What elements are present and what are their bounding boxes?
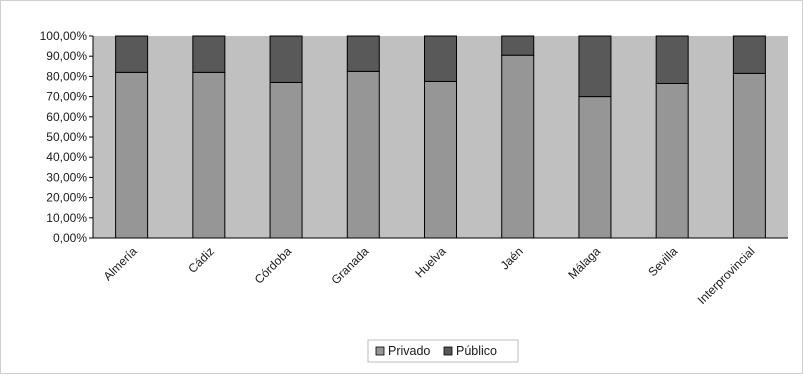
bar-publico	[192, 35, 226, 73]
y-tick-label: 70,00%	[46, 90, 87, 104]
bar-privado	[115, 71, 149, 239]
y-tick-label: 40,00%	[46, 150, 87, 164]
y-axis: 0,00% 10,00% 20,00% 30,00% 40,00% 50,00% 60,00…	[40, 29, 94, 245]
legend-swatch-privado	[375, 346, 385, 356]
bar-publico	[269, 35, 303, 83]
bar-privado	[346, 70, 380, 239]
y-tick-label: 80,00%	[46, 69, 87, 83]
y-tick-label: 50,00%	[46, 130, 87, 144]
bar-privado	[269, 81, 303, 239]
y-tick-label: 30,00%	[46, 170, 87, 184]
legend-label-privado: Privado	[388, 344, 430, 358]
bar-privado	[732, 72, 766, 239]
bar-privado	[578, 96, 612, 239]
bar-privado	[424, 80, 457, 239]
bar-publico	[346, 35, 380, 72]
legend-box	[367, 339, 519, 363]
bar-privado	[655, 82, 689, 239]
bar-publico	[655, 35, 689, 84]
bar-publico	[578, 35, 612, 98]
bars	[115, 35, 766, 239]
y-tick-label: 10,00%	[46, 211, 87, 225]
y-tick-label: 100,00%	[40, 29, 88, 43]
legend: Privado Público	[367, 339, 519, 363]
y-tick-label: 0,00%	[53, 231, 87, 245]
bar-publico	[424, 35, 457, 82]
y-tick-label: 60,00%	[46, 110, 87, 124]
bar-publico	[501, 35, 535, 56]
y-tick-label: 20,00%	[46, 191, 87, 205]
legend-swatch-publico	[443, 346, 453, 356]
bar-privado	[192, 71, 226, 239]
legend-label-publico: Público	[456, 344, 497, 358]
bar-publico	[732, 35, 766, 74]
bar-publico	[115, 35, 149, 73]
bar-privado	[501, 54, 535, 239]
y-tick-label: 90,00%	[46, 49, 87, 63]
